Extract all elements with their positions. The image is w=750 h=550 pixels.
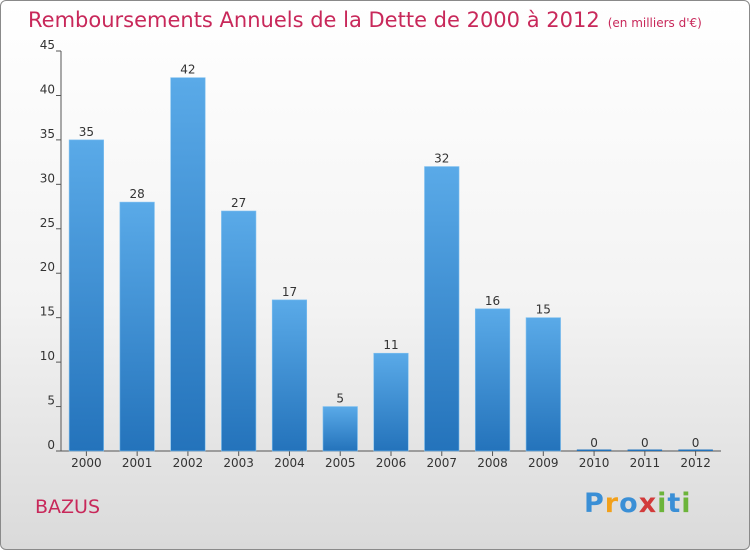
bar bbox=[170, 77, 206, 452]
bar bbox=[424, 166, 460, 452]
y-axis: 0 5 10 15 20 25 30 35 40 45 bbox=[40, 38, 62, 452]
bar bbox=[576, 449, 612, 451]
x-tick-label: 2002 bbox=[173, 456, 204, 470]
logo-letter: o bbox=[619, 488, 639, 519]
bar bbox=[474, 308, 511, 452]
x-tick-label: 2003 bbox=[223, 456, 254, 470]
bar bbox=[271, 299, 308, 452]
x-tick-label: 2005 bbox=[325, 456, 356, 470]
logo-letter: P bbox=[584, 488, 605, 519]
logo-letter: i bbox=[657, 488, 668, 519]
x-tick-label: 2001 bbox=[122, 456, 153, 470]
chart-title: Remboursements Annuels de la Dette de 20… bbox=[28, 8, 702, 32]
logo-letter: i bbox=[681, 488, 692, 519]
x-tick-label: 2011 bbox=[630, 456, 661, 470]
x-tick-label: 2009 bbox=[528, 456, 559, 470]
logo-letter: r bbox=[604, 488, 620, 519]
y-tick-label: 15 bbox=[40, 305, 55, 319]
value-label: 42 bbox=[180, 63, 195, 77]
x-tick-label: 2000 bbox=[71, 456, 102, 470]
x-tick-label: 2008 bbox=[477, 456, 508, 470]
value-label: 15 bbox=[536, 303, 551, 317]
y-tick-label: 10 bbox=[40, 349, 55, 363]
y-tick-label: 5 bbox=[47, 394, 55, 408]
x-tick-label: 2010 bbox=[579, 456, 610, 470]
value-label: 0 bbox=[692, 436, 700, 450]
y-tick-label: 45 bbox=[40, 38, 55, 52]
value-label: 17 bbox=[282, 285, 297, 299]
value-labels: 35 28 42 27 17 5 11 32 16 15 0 0 0 bbox=[79, 63, 700, 450]
value-label: 5 bbox=[336, 392, 344, 406]
y-tick-label: 0 bbox=[47, 438, 55, 452]
bar bbox=[221, 210, 257, 452]
y-tick-label: 30 bbox=[40, 171, 55, 185]
bar bbox=[119, 201, 155, 452]
bar bbox=[525, 317, 561, 452]
chart-title-text: Remboursements Annuels de la Dette de 20… bbox=[28, 8, 600, 32]
y-tick-label: 25 bbox=[40, 216, 55, 230]
commune-name: BAZUS bbox=[35, 496, 101, 518]
value-label: 0 bbox=[641, 436, 649, 450]
value-label: 0 bbox=[590, 436, 598, 450]
value-label: 35 bbox=[79, 125, 94, 139]
bar bbox=[322, 406, 358, 452]
x-axis: 2000 2001 2002 2003 2004 2005 2006 2007 2008 2009… bbox=[61, 450, 721, 470]
bar bbox=[373, 352, 409, 452]
bars bbox=[68, 77, 713, 452]
y-tick-label: 40 bbox=[40, 82, 55, 96]
value-label: 16 bbox=[485, 294, 500, 308]
chart-subtitle: (en milliers d'€) bbox=[607, 16, 702, 30]
value-label: 28 bbox=[130, 187, 145, 201]
bar bbox=[68, 139, 104, 452]
bar bbox=[627, 449, 663, 451]
proxiti-logo: Proxiti bbox=[584, 488, 692, 519]
value-label: 32 bbox=[434, 152, 449, 166]
y-tick-label: 20 bbox=[40, 260, 55, 274]
x-tick-label: 2006 bbox=[376, 456, 407, 470]
bar bbox=[678, 449, 713, 451]
y-tick-label: 35 bbox=[40, 127, 55, 141]
value-label: 11 bbox=[383, 338, 398, 352]
logo-letter: t bbox=[667, 488, 682, 519]
x-tick-label: 2012 bbox=[680, 456, 711, 470]
logo-letter: x bbox=[638, 488, 658, 519]
x-tick-label: 2004 bbox=[274, 456, 305, 470]
value-label: 27 bbox=[231, 196, 246, 210]
x-tick-label: 2007 bbox=[426, 456, 457, 470]
